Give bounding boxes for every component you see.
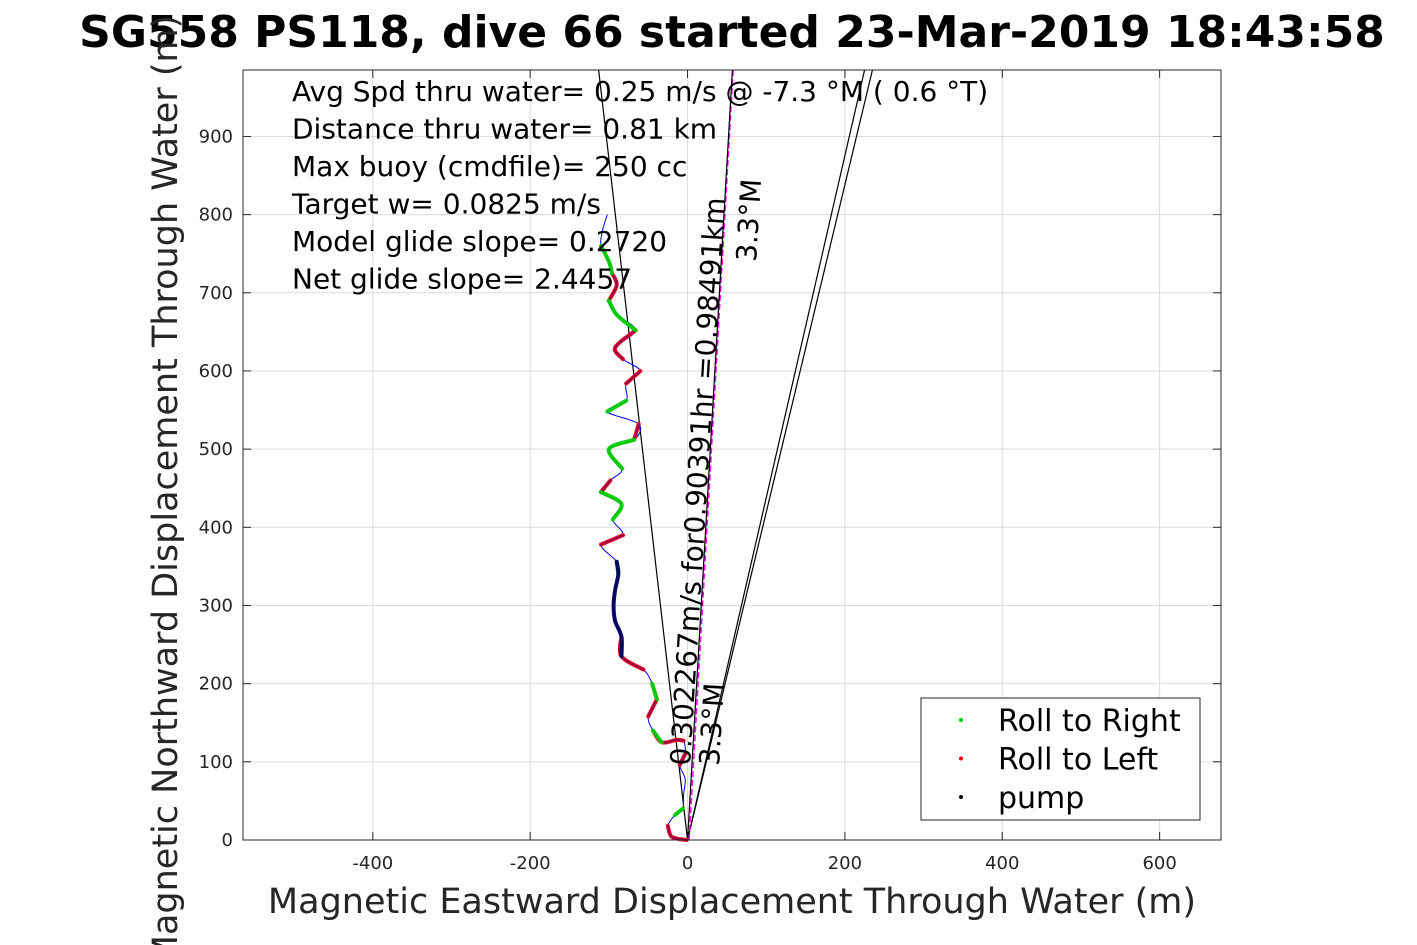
y-tick-label: 500	[199, 439, 233, 460]
roll-right-points	[605, 398, 629, 414]
roll-left-points-overlap	[613, 329, 637, 361]
current-envelope-line	[686, 69, 874, 841]
axes-border	[242, 69, 1222, 841]
pump-points	[611, 559, 624, 659]
roll-right-points	[650, 681, 659, 702]
y-tick-label: 800	[199, 205, 233, 226]
roll-left-points-overlap	[678, 752, 687, 767]
y-tick-label: 900	[199, 126, 233, 147]
roll-right-points	[598, 490, 624, 522]
net-displacement-line	[598, 69, 689, 841]
x-tick-label: 200	[828, 853, 862, 874]
x-tick-label: 600	[1142, 853, 1176, 874]
current-vector-line-magenta	[688, 69, 734, 841]
stats-line: Distance thru water= 0.81 km	[292, 113, 717, 146]
current-heading-label-upper: 3.3°M	[730, 178, 768, 263]
stats-line: Avg Spd thru water= 0.25 m/s @ -7.3 °M (…	[292, 75, 988, 108]
roll-left-points-overlap	[599, 533, 625, 546]
current-heading-label-lower: 3.3°M	[693, 682, 731, 767]
x-tick-label: -400	[352, 853, 393, 874]
stats-line: Max buoy (cmdfile)= 250 cc	[292, 150, 687, 183]
stats-annotations: Avg Spd thru water= 0.25 m/s @ -7.3 °M (…	[291, 75, 988, 296]
legend-label: Roll to Left	[998, 743, 1158, 778]
roll-left-points-overlap	[624, 369, 642, 385]
y-tick-label: 100	[199, 752, 233, 773]
current-vector-line	[686, 69, 733, 841]
y-axis-label: Magnetic Northward Displacement Through …	[146, 15, 186, 945]
y-tick-label: 0	[222, 830, 233, 851]
roll-right-points	[598, 243, 615, 276]
roll-right-points	[606, 298, 638, 333]
legend-marker	[959, 756, 963, 761]
y-tick-label: 300	[199, 595, 233, 616]
y-tick-label: 400	[199, 517, 233, 538]
x-tick-label: 400	[985, 853, 1019, 874]
roll-right-points	[606, 437, 637, 471]
plot-area: -400 -200 0 200 400 600 0 100 200 300 400 500 600 700…	[199, 69, 1222, 874]
stats-line: Net glide slope= 2.4457	[292, 263, 632, 296]
y-tick-label: 600	[199, 361, 233, 382]
roll-right-points	[650, 728, 664, 745]
x-tick-label: 0	[682, 853, 693, 874]
legend-label: pump	[998, 781, 1084, 816]
stats-line: Model glide slope= 0.2720	[292, 225, 667, 258]
chart-title: SG558 PS118, dive 66 started 23-Mar-2019…	[79, 7, 1385, 58]
y-tick-label: 700	[199, 283, 233, 304]
roll-left-points-overlap	[607, 271, 618, 302]
x-tick-label: -200	[510, 853, 551, 874]
legend-box	[920, 697, 1201, 821]
stats-line: Target w= 0.0825 m/s	[291, 188, 601, 221]
roll-right-points	[672, 806, 685, 817]
current-envelope-line	[686, 69, 866, 841]
y-tick-label: 200	[199, 674, 233, 695]
x-axis-label: Magnetic Eastward Displacement Through W…	[268, 882, 1196, 922]
legend-label: Roll to Right	[998, 704, 1181, 739]
legend-marker	[959, 795, 963, 799]
legend-marker	[959, 718, 963, 722]
